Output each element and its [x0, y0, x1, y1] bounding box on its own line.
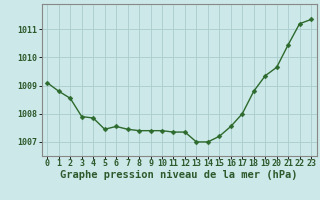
- X-axis label: Graphe pression niveau de la mer (hPa): Graphe pression niveau de la mer (hPa): [60, 170, 298, 180]
